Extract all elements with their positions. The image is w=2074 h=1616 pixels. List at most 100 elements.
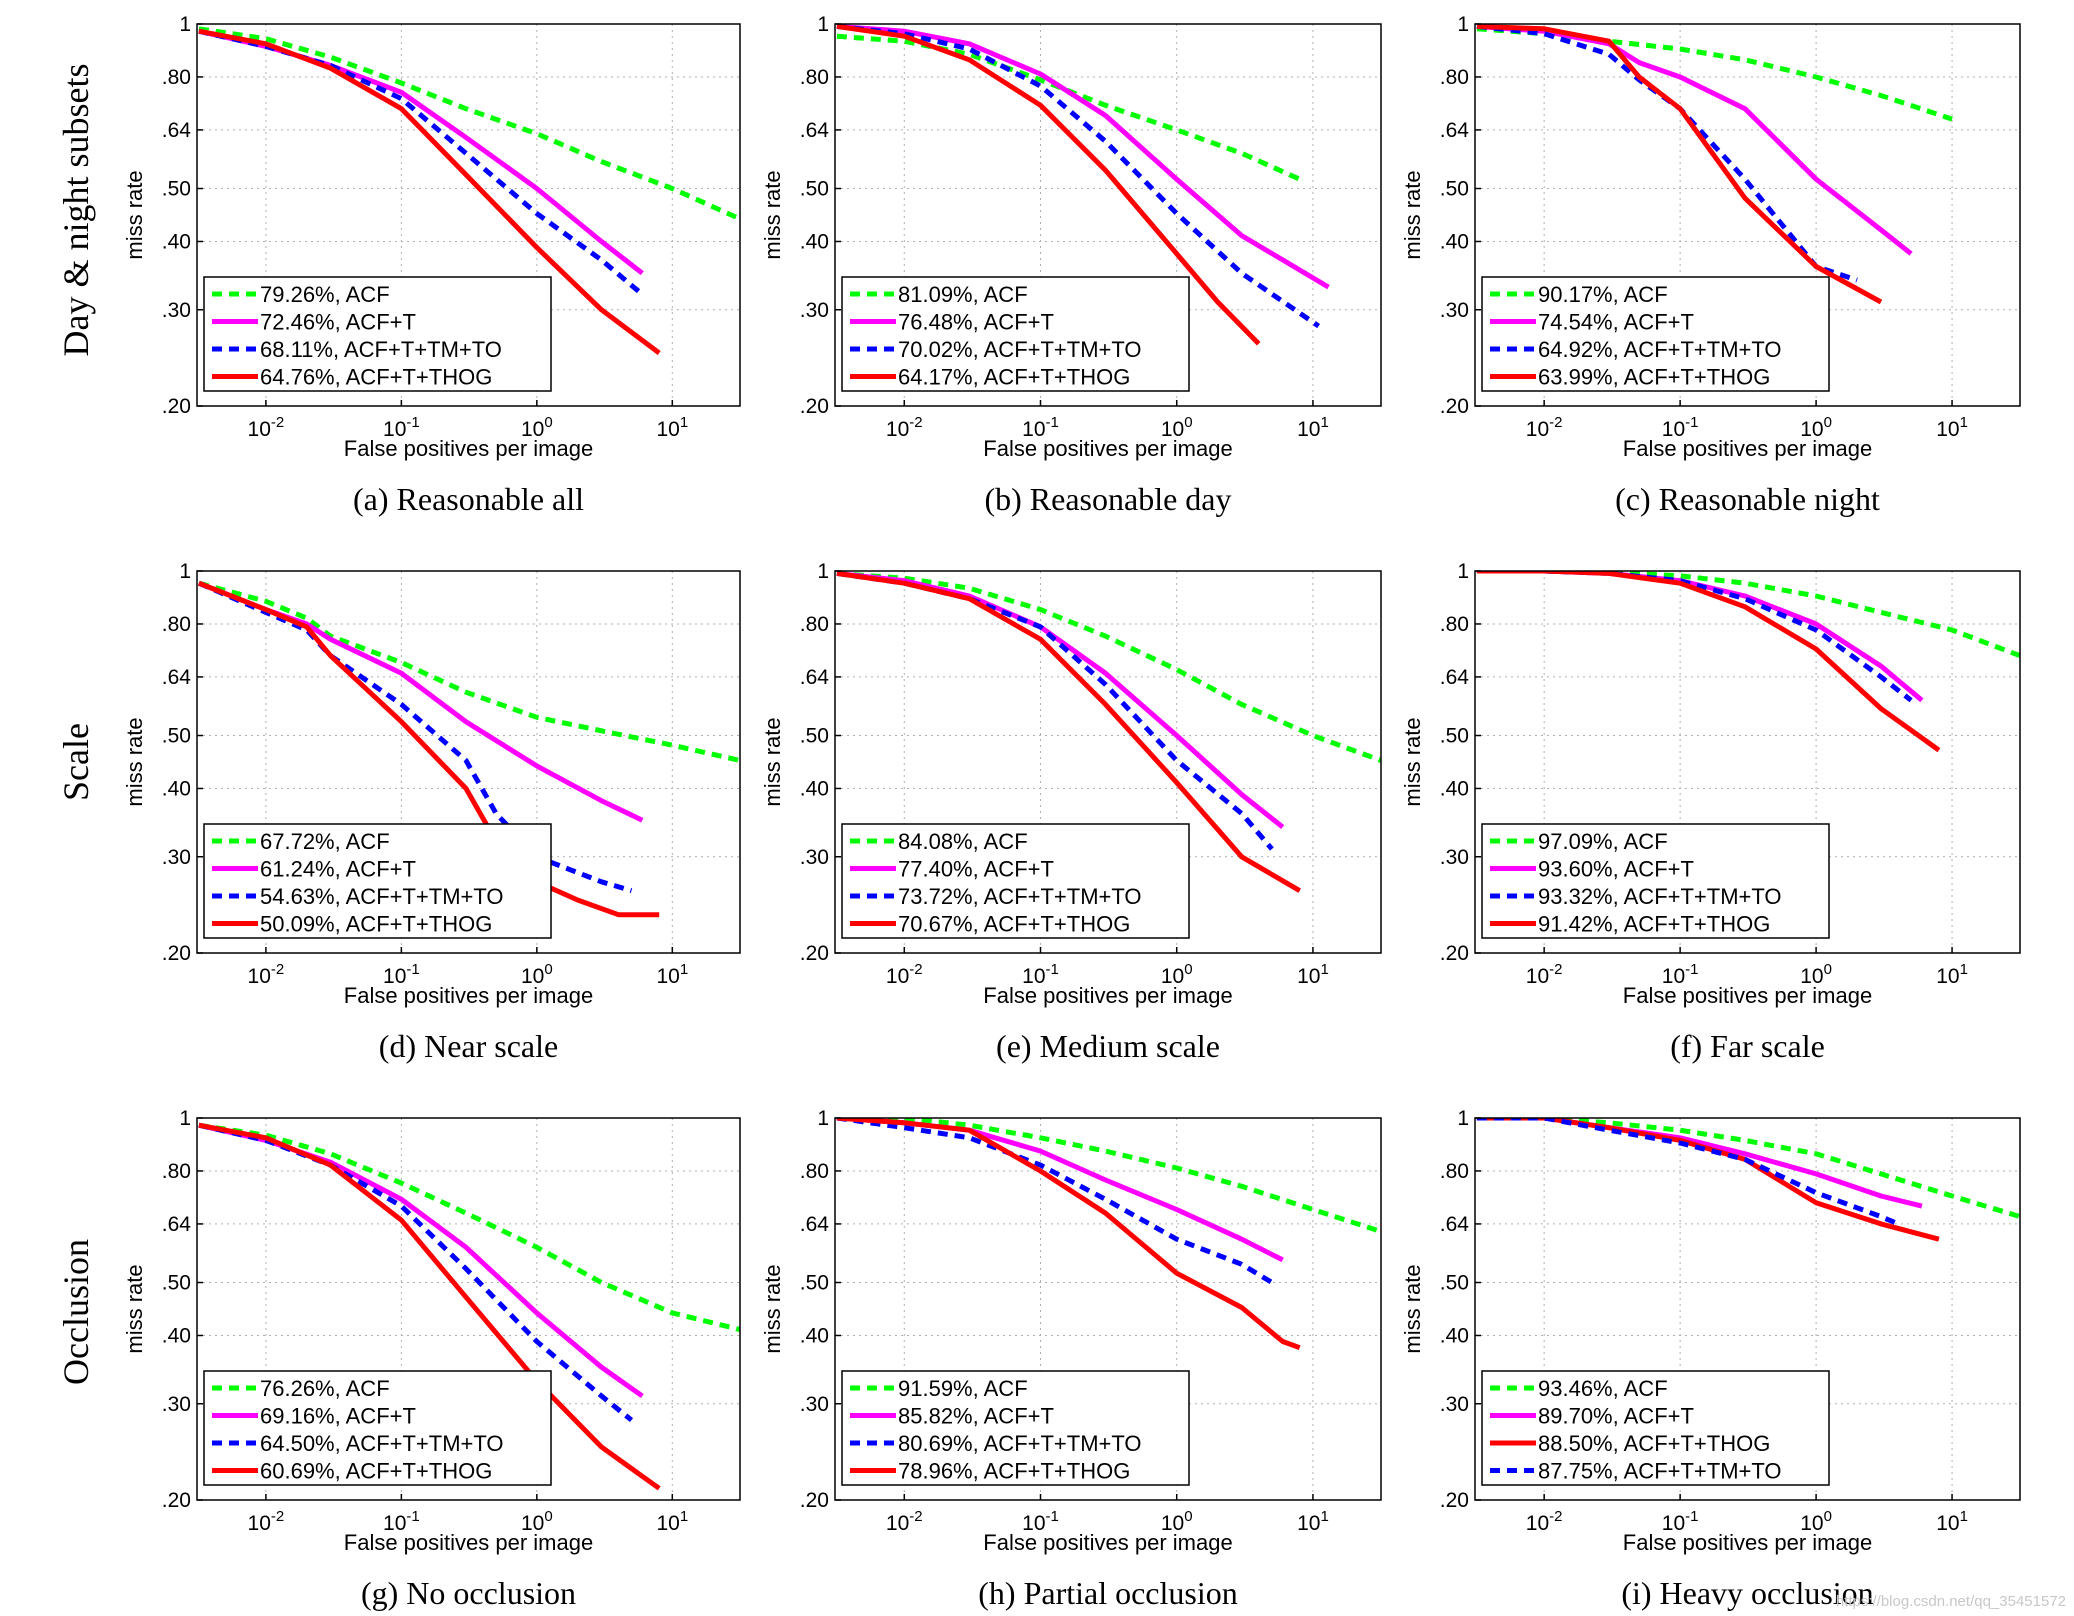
y-axis-label: miss rate xyxy=(122,1264,147,1353)
series-line-acf xyxy=(1476,26,1953,122)
x-tick-label: 101 xyxy=(656,1508,688,1535)
y-axis-label: miss rate xyxy=(122,717,147,806)
x-tick-label: 101 xyxy=(656,961,688,988)
x-tick-label: 10-1 xyxy=(1662,1508,1699,1535)
y-tick-label: .30 xyxy=(162,846,191,869)
y-tick-label: .30 xyxy=(800,846,829,869)
y-tick-label: .40 xyxy=(162,777,191,800)
y-tick-label: .64 xyxy=(1440,1213,1470,1236)
y-tick-label: .64 xyxy=(800,1213,830,1236)
y-tick-label: 1 xyxy=(1457,13,1469,36)
axes-frame xyxy=(834,570,1382,954)
y-tick-label: .20 xyxy=(162,395,191,418)
y-tick-label: .20 xyxy=(800,942,829,965)
legend-entry: 77.40%, ACF+T xyxy=(898,857,1054,882)
legend-entry: 60.69%, ACF+T+THOG xyxy=(260,1459,492,1484)
x-tick-label: 100 xyxy=(1161,1508,1193,1535)
x-tick-label: 100 xyxy=(1800,1508,1832,1535)
legend-box xyxy=(841,276,1190,392)
x-tick-label: 10-2 xyxy=(1526,414,1563,441)
series-line-acf-t xyxy=(836,24,1330,290)
y-tick-label: .80 xyxy=(800,1160,829,1183)
chart-caption: (b) Reasonable day xyxy=(984,481,1231,517)
x-axis-label: False positives per image xyxy=(344,1530,593,1555)
x-tick-label: 101 xyxy=(1297,414,1329,441)
x-tick-label: 10-2 xyxy=(886,961,923,988)
legend-entry: 84.08%, ACF xyxy=(898,829,1028,854)
y-tick-label: .30 xyxy=(162,299,191,322)
x-tick-label: 100 xyxy=(521,961,553,988)
y-tick-label: .80 xyxy=(800,66,829,89)
chart-caption: (i) Heavy occlusion xyxy=(1621,1575,1873,1611)
x-tick-label: 10-1 xyxy=(1662,961,1699,988)
y-tick-label: .64 xyxy=(800,666,830,689)
legend-entry: 54.63%, ACF+T+TM+TO xyxy=(260,884,504,909)
series-line-acf-t-tm-to xyxy=(197,580,633,894)
y-tick-label: 1 xyxy=(1457,1107,1469,1130)
legend-box xyxy=(203,823,552,939)
series-line-acf xyxy=(1476,571,2020,659)
y-tick-label: .50 xyxy=(162,725,191,748)
y-axis-label: miss rate xyxy=(1400,1264,1425,1353)
legend-entry: 93.60%, ACF+T xyxy=(1538,857,1694,882)
y-tick-label: .40 xyxy=(1440,1324,1469,1347)
legend-entry: 70.02%, ACF+T+TM+TO xyxy=(898,337,1142,362)
y-tick-label: .50 xyxy=(162,178,191,201)
y-tick-label: .80 xyxy=(162,66,191,89)
x-tick-label: 10-2 xyxy=(248,961,285,988)
series-line-acf xyxy=(198,580,740,763)
y-tick-label: .30 xyxy=(162,1393,191,1416)
x-tick-label: 10-2 xyxy=(248,414,285,441)
series-line-acf xyxy=(836,33,1301,182)
y-tick-label: .64 xyxy=(162,119,192,142)
y-tick-label: .64 xyxy=(1440,119,1470,142)
y-tick-label: 1 xyxy=(817,1107,829,1130)
series-line-acf xyxy=(198,1122,740,1333)
y-tick-label: .30 xyxy=(1440,1393,1469,1416)
x-tick-label: 100 xyxy=(1161,414,1193,441)
legend-entry: 87.75%, ACF+T+TM+TO xyxy=(1538,1459,1782,1484)
legend-entry: 85.82%, ACF+T xyxy=(898,1404,1054,1429)
y-tick-label: .50 xyxy=(162,1272,191,1295)
y-tick-label: .20 xyxy=(800,395,829,418)
x-axis-label: False positives per image xyxy=(983,1530,1232,1555)
series-line-acf-t-tm-to xyxy=(1476,571,1913,703)
row-label-0: Day & night subsets xyxy=(56,64,96,357)
x-tick-label: 10-1 xyxy=(1022,961,1059,988)
y-tick-label: .30 xyxy=(800,1393,829,1416)
x-tick-label: 100 xyxy=(521,1508,553,1535)
y-tick-label: .50 xyxy=(1440,1272,1469,1295)
y-tick-label: .64 xyxy=(1440,666,1470,689)
legend-entry: 64.92%, ACF+T+TM+TO xyxy=(1538,337,1782,362)
x-tick-label: 101 xyxy=(1297,1508,1329,1535)
y-tick-label: .50 xyxy=(800,725,829,748)
chart-caption: (c) Reasonable night xyxy=(1615,481,1880,517)
legend-entry: 91.42%, ACF+T+THOG xyxy=(1538,912,1770,937)
series-line-acf-t-thog xyxy=(197,580,660,918)
chart-caption: (a) Reasonable all xyxy=(353,481,584,517)
legend-entry: 93.32%, ACF+T+TM+TO xyxy=(1538,884,1782,909)
legend-entry: 70.67%, ACF+T+THOG xyxy=(898,912,1130,937)
legend-entry: 97.09%, ACF xyxy=(1538,829,1668,854)
legend-box xyxy=(1481,276,1830,392)
y-axis-label: miss rate xyxy=(760,170,785,259)
y-tick-label: .64 xyxy=(162,1213,192,1236)
y-tick-label: 1 xyxy=(179,1107,191,1130)
chart-caption: (e) Medium scale xyxy=(996,1028,1220,1064)
legend-entry: 69.16%, ACF+T xyxy=(260,1404,416,1429)
x-tick-label: 10-1 xyxy=(1022,1508,1059,1535)
chart-panel-3: 10-2 10-1 100 101 .20 .30 .40 .50 .64 .80 1 False p… xyxy=(122,560,741,1064)
y-axis-label: miss rate xyxy=(122,170,147,259)
legend-box xyxy=(1481,1370,1830,1486)
x-tick-label: 10-2 xyxy=(1526,961,1563,988)
y-axis-label: miss rate xyxy=(1400,717,1425,806)
x-tick-label: 101 xyxy=(1297,961,1329,988)
y-tick-label: .80 xyxy=(162,613,191,636)
y-axis-label: miss rate xyxy=(1400,170,1425,259)
legend-entry: 89.70%, ACF+T xyxy=(1538,1404,1694,1429)
x-tick-label: 101 xyxy=(656,414,688,441)
y-tick-label: .40 xyxy=(800,777,829,800)
x-tick-label: 10-1 xyxy=(383,1508,420,1535)
series-line-acf-t-tm-to xyxy=(836,1118,1274,1285)
row-label-1: Scale xyxy=(56,723,96,801)
